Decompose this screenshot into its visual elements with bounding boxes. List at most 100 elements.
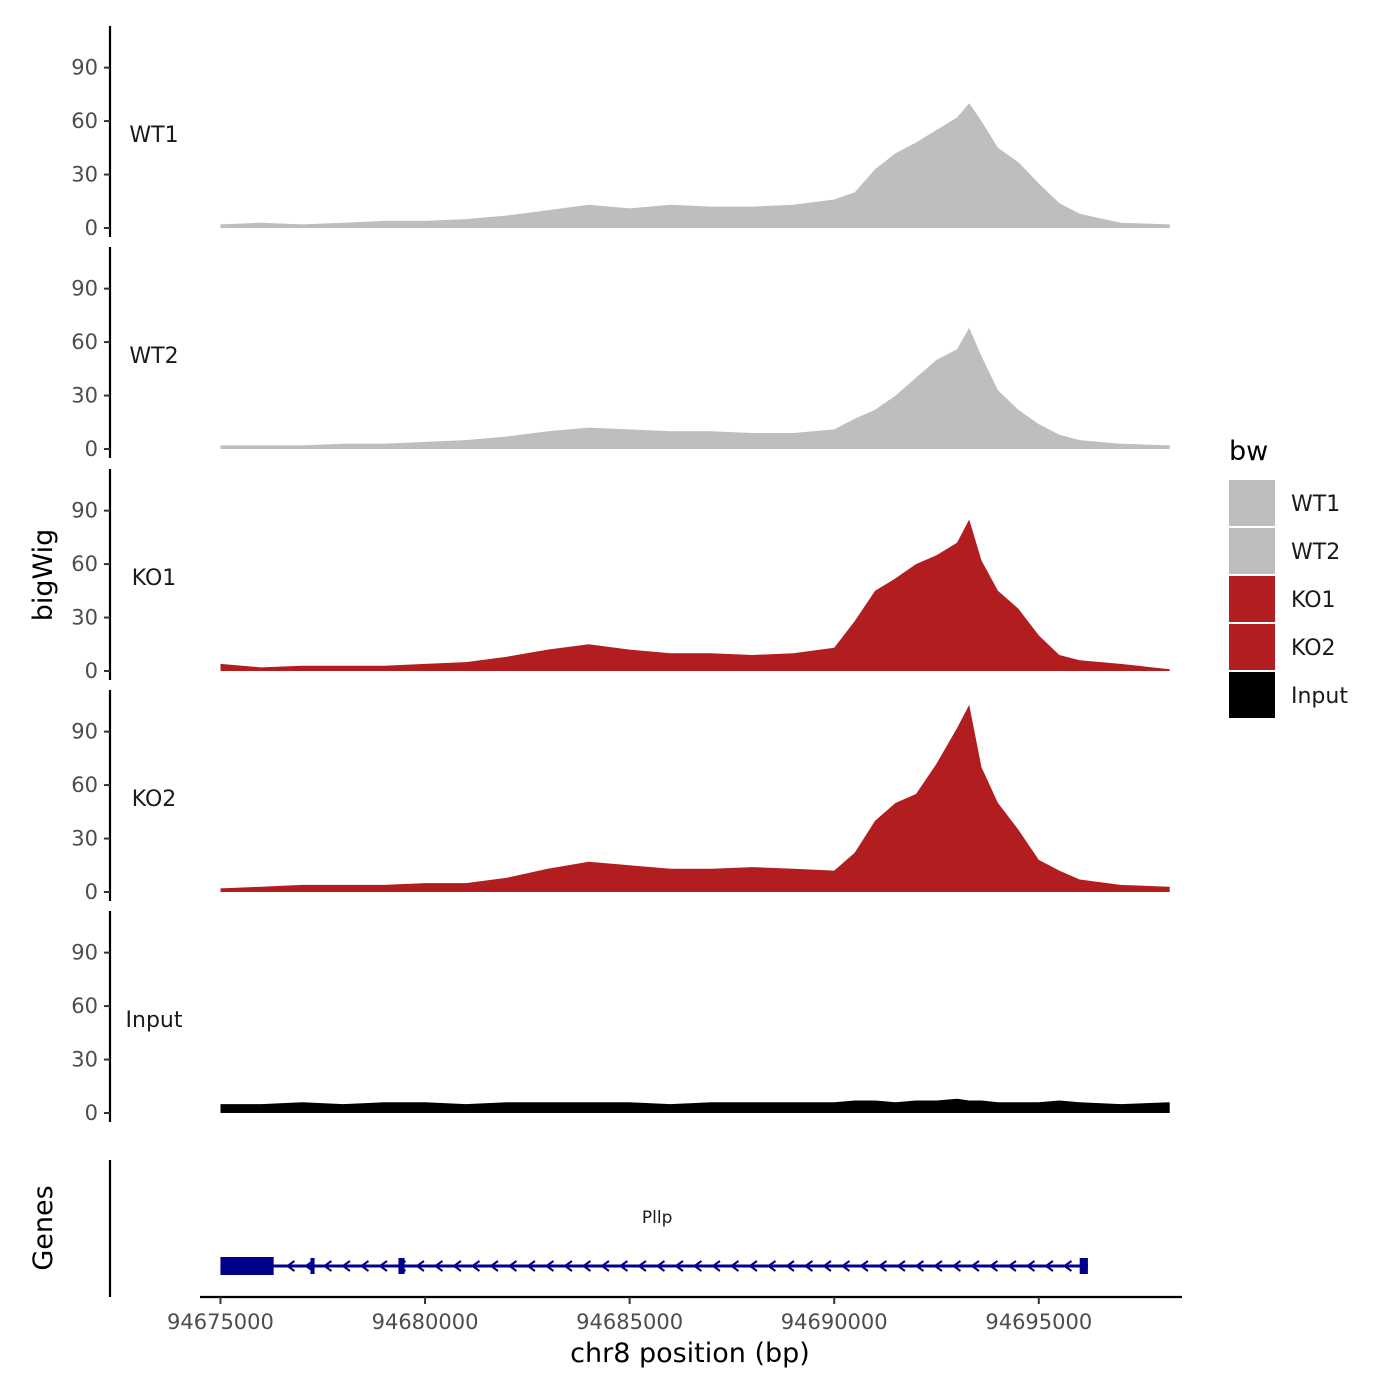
track-wt2: 0 30 60 90 WT2 xyxy=(71,247,1170,461)
legend-key-ko1 xyxy=(1229,576,1275,622)
strand-arrow xyxy=(896,1260,906,1272)
x-tick-label: 94675000 xyxy=(167,1310,274,1334)
y-tick-label: 60 xyxy=(71,552,98,576)
legend-label-input: Input xyxy=(1291,684,1348,709)
strand-arrow xyxy=(507,1260,518,1272)
gene-exon xyxy=(398,1258,405,1274)
strand-arrow xyxy=(359,1260,370,1272)
strand-arrow xyxy=(655,1260,666,1272)
y-tick-label: 0 xyxy=(85,659,98,683)
track-label-wt2: WT2 xyxy=(129,344,178,369)
strand-arrow xyxy=(415,1260,425,1272)
strand-arrow xyxy=(563,1260,573,1272)
genes-panel: Genes Pllp xyxy=(28,1160,1088,1297)
strand-arrow xyxy=(1025,1260,1036,1272)
legend-key-wt1 xyxy=(1229,480,1275,526)
signal-area-input xyxy=(220,1098,1170,1113)
strand-arrow xyxy=(544,1260,555,1272)
strand-arrow xyxy=(1062,1260,1073,1272)
track-label-ko1: KO1 xyxy=(132,566,177,591)
gene-exon xyxy=(1079,1258,1088,1274)
signal-area-ko2 xyxy=(220,704,1170,892)
gene-exon xyxy=(220,1257,274,1275)
x-axis-title: chr8 position (bp) xyxy=(570,1338,810,1369)
strand-arrow xyxy=(970,1260,980,1272)
strand-arrow xyxy=(1044,1260,1054,1272)
legend-label-wt1: WT1 xyxy=(1291,492,1340,517)
strand-arrow xyxy=(1007,1260,1017,1272)
y-tick-label: 90 xyxy=(71,941,98,965)
y-tick-label: 60 xyxy=(71,773,98,797)
strand-arrow xyxy=(489,1260,499,1272)
strand-arrow xyxy=(859,1260,869,1272)
strand-arrow xyxy=(637,1260,647,1272)
y-tick-label: 90 xyxy=(71,277,98,301)
signal-tracks: 0 30 60 90 WT1 0 30 60 90 WT2 0 30 60 90 KO1 0 30 60 90 KO2… xyxy=(71,26,1170,1125)
track-ko2: 0 30 60 90 KO2 xyxy=(71,690,1170,904)
legend-label-wt2: WT2 xyxy=(1291,540,1340,565)
track-wt1: 0 30 60 90 WT1 xyxy=(71,26,1170,240)
x-tick-label: 94680000 xyxy=(372,1310,479,1334)
x-axis: 94675000 94680000 94685000 94690000 94695000 xyxy=(167,1295,1182,1334)
legend-label-ko1: KO1 xyxy=(1291,588,1336,613)
strand-arrow xyxy=(285,1260,296,1272)
signal-area-ko1 xyxy=(220,519,1170,671)
strand-arrow xyxy=(988,1260,999,1272)
x-tick-label: 94690000 xyxy=(781,1310,888,1334)
strand-arrow xyxy=(341,1260,351,1272)
strand-arrow xyxy=(914,1260,925,1272)
y-tick-label: 90 xyxy=(71,720,98,744)
strand-arrow xyxy=(711,1260,721,1272)
legend-label-ko2: KO2 xyxy=(1291,636,1336,661)
y-tick-label: 0 xyxy=(85,1101,98,1125)
legend-key-ko2 xyxy=(1229,624,1275,670)
y-tick-label: 90 xyxy=(71,499,98,523)
strand-arrow xyxy=(840,1260,851,1272)
strand-arrow xyxy=(933,1260,943,1272)
y-tick-label: 0 xyxy=(85,880,98,904)
strand-arrow xyxy=(581,1260,592,1272)
y-tick-label: 90 xyxy=(71,56,98,80)
x-tick-label: 94685000 xyxy=(576,1310,683,1334)
strand-arrow xyxy=(822,1260,832,1272)
y-tick-label: 30 xyxy=(71,384,98,408)
legend: bw WT1 WT2 KO1 KO2 Input xyxy=(1229,436,1348,718)
y-tick-label: 30 xyxy=(71,163,98,187)
strand-arrow xyxy=(433,1260,444,1272)
strand-arrow xyxy=(674,1260,684,1272)
legend-key-wt2 xyxy=(1229,528,1275,574)
y-tick-label: 30 xyxy=(71,1048,98,1072)
y-tick-label: 60 xyxy=(71,994,98,1018)
y-tick-label: 60 xyxy=(71,330,98,354)
strand-arrow xyxy=(692,1260,703,1272)
y-tick-label: 60 xyxy=(71,109,98,133)
strand-arrow xyxy=(877,1260,888,1272)
gene-exon xyxy=(310,1258,315,1274)
track-ko1: 0 30 60 90 KO1 xyxy=(71,469,1170,683)
signal-area-wt1 xyxy=(220,103,1170,228)
genes-track-title: Genes xyxy=(28,1185,59,1270)
track-label-input: Input xyxy=(126,1008,183,1033)
strand-arrow xyxy=(766,1260,777,1272)
strand-arrow xyxy=(452,1260,462,1272)
strand-arrow xyxy=(951,1260,962,1272)
track-label-wt1: WT1 xyxy=(129,123,178,148)
y-tick-label: 30 xyxy=(71,827,98,851)
x-tick-label: 94695000 xyxy=(985,1310,1092,1334)
strand-arrow xyxy=(748,1260,758,1272)
y-tick-label: 0 xyxy=(85,216,98,240)
strand-arrow xyxy=(785,1260,795,1272)
strand-arrow xyxy=(729,1260,740,1272)
strand-arrow xyxy=(803,1260,814,1272)
strand-arrow xyxy=(526,1260,536,1272)
strand-arrow xyxy=(470,1260,481,1272)
legend-key-input xyxy=(1229,672,1275,718)
strand-arrow xyxy=(322,1260,333,1272)
legend-title: bw xyxy=(1229,436,1268,467)
signal-area-wt2 xyxy=(220,327,1170,449)
strand-arrow xyxy=(378,1260,388,1272)
y-axis-title: bigWig xyxy=(28,529,59,622)
y-tick-label: 30 xyxy=(71,606,98,630)
gene-name-label: Pllp xyxy=(642,1208,673,1228)
track-label-ko2: KO2 xyxy=(132,787,177,812)
